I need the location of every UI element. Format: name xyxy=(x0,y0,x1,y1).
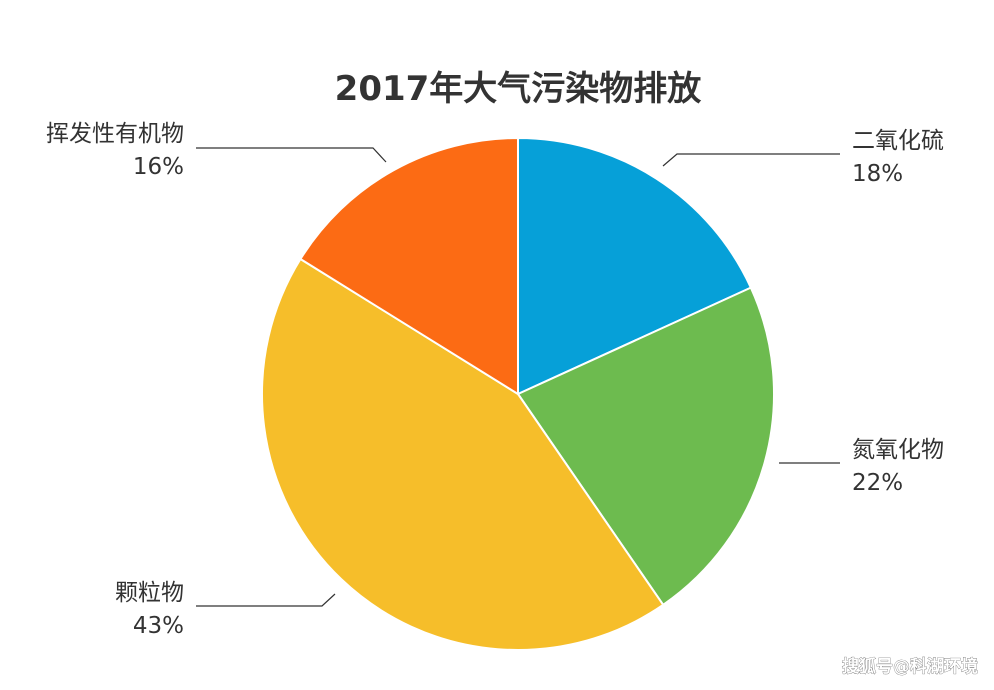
leader-line xyxy=(196,147,387,163)
slice-labels: 二氧化硫 18% 氮氧化物 22% 颗粒物 43% 挥发性有机物 16% xyxy=(46,121,944,639)
leader-lines xyxy=(196,147,840,607)
pie-slices xyxy=(261,136,775,651)
pie-slice xyxy=(516,286,775,607)
slice-name-label: 二氧化硫 xyxy=(852,128,944,154)
slice-name-label: 氮氧化物 xyxy=(852,437,944,463)
leader-line xyxy=(662,153,840,167)
slice-name-label: 颗粒物 xyxy=(115,580,184,606)
slice-percent-label: 43% xyxy=(133,613,184,639)
watermark-text: 搜狐号@科湖环境 xyxy=(842,656,978,677)
pie-slice xyxy=(517,136,753,396)
slice-percent-label: 22% xyxy=(852,470,903,496)
slice-percent-label: 18% xyxy=(852,161,903,187)
pie-slice xyxy=(261,257,665,651)
pie-slice xyxy=(299,136,519,396)
leader-line xyxy=(196,593,336,607)
slice-name-label: 挥发性有机物 xyxy=(46,121,184,147)
chart-title: 2017年大气污染物排放 xyxy=(335,69,702,109)
slice-percent-label: 16% xyxy=(133,154,184,180)
